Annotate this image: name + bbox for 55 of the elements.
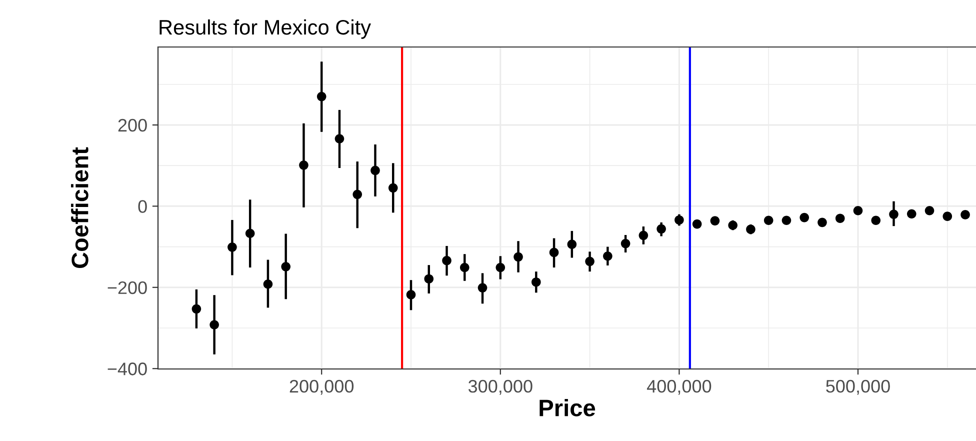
point <box>388 183 398 193</box>
point <box>871 216 881 226</box>
point <box>263 279 273 289</box>
x-tick-label: 500,000 <box>826 380 890 395</box>
y-tick-label: −200 <box>108 281 147 294</box>
point <box>692 219 702 229</box>
x-tick-label: 200,000 <box>290 380 354 395</box>
point <box>728 220 738 230</box>
y-tick-label: 0 <box>138 200 147 213</box>
y-axis-title: Coefficient <box>71 147 88 268</box>
point <box>567 240 577 249</box>
point <box>478 283 488 292</box>
point <box>210 320 219 330</box>
point <box>514 252 523 262</box>
point <box>370 166 380 176</box>
point <box>942 212 952 221</box>
point <box>532 277 541 287</box>
point <box>853 206 863 216</box>
point <box>924 206 934 216</box>
point <box>424 274 434 284</box>
point <box>496 262 506 272</box>
point <box>228 242 237 252</box>
point <box>442 256 452 266</box>
point <box>620 238 630 248</box>
x-tick-label: 300,000 <box>468 380 532 395</box>
point <box>192 304 202 314</box>
point <box>352 190 362 200</box>
chart-title: Results for Mexico City <box>160 19 371 39</box>
point <box>906 209 916 219</box>
point <box>889 210 898 219</box>
point <box>334 134 344 144</box>
point <box>835 214 845 224</box>
point <box>245 228 255 238</box>
point <box>316 92 326 102</box>
point <box>638 230 648 240</box>
y-tick-label: −400 <box>108 362 147 376</box>
point <box>782 216 792 226</box>
point <box>764 216 774 226</box>
point <box>460 262 470 272</box>
point <box>585 256 594 266</box>
point <box>674 215 684 225</box>
point <box>800 212 810 222</box>
point <box>710 216 720 226</box>
point <box>603 251 612 261</box>
point <box>299 160 308 170</box>
x-axis-title: Price <box>540 399 596 416</box>
point <box>656 224 666 234</box>
point <box>406 290 416 300</box>
point <box>960 210 970 220</box>
point <box>818 218 827 228</box>
point <box>549 248 559 258</box>
point <box>746 224 756 234</box>
x-tick-label: 400,000 <box>646 380 712 395</box>
y-tick-label: 200 <box>118 118 147 132</box>
point <box>281 262 290 272</box>
